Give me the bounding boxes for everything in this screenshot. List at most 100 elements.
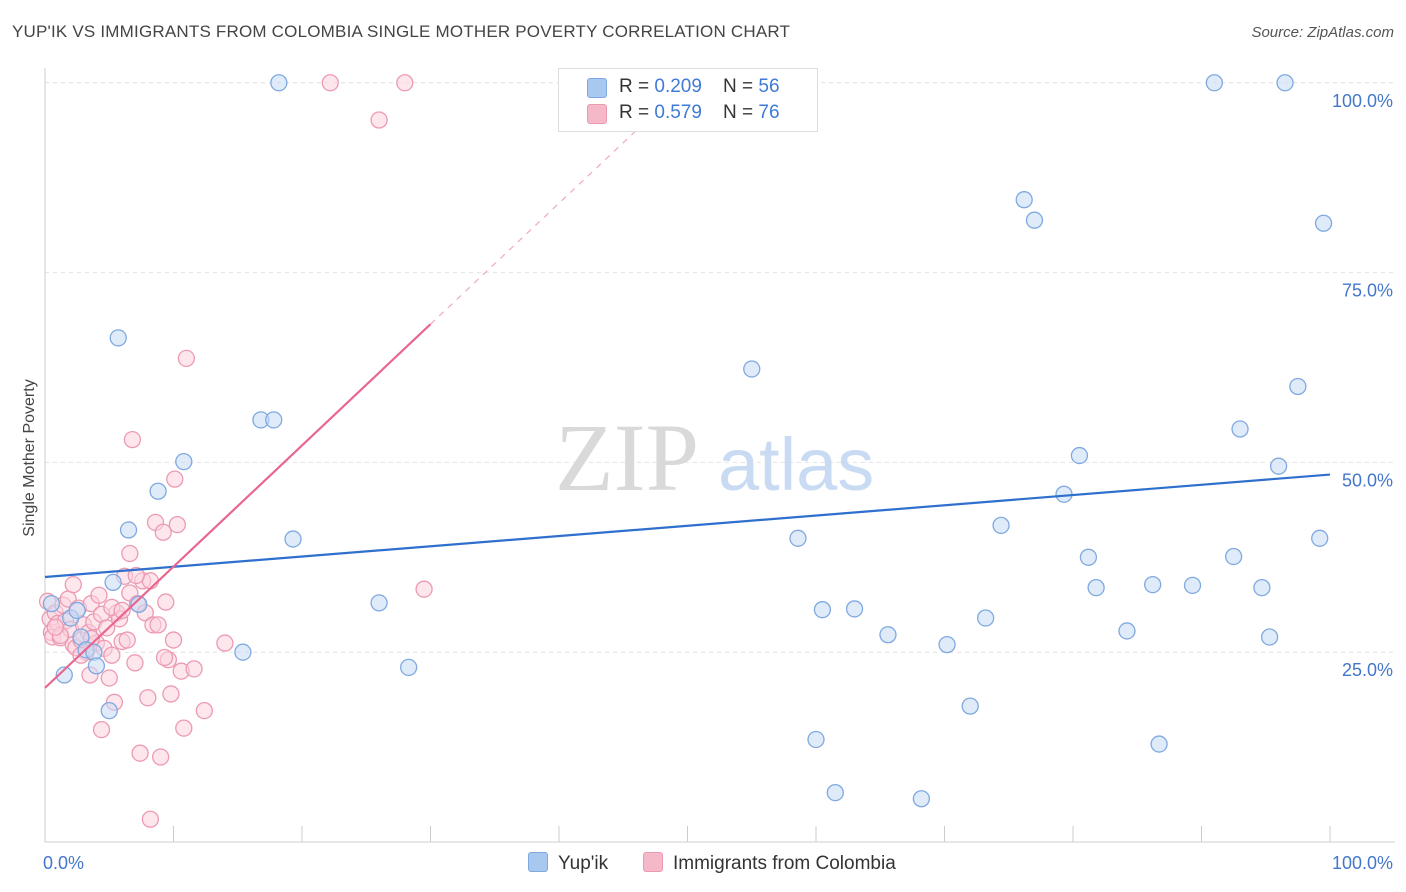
point-yupik <box>992 516 1010 535</box>
x-tick-label: 100.0% <box>1332 853 1393 873</box>
point-colombia <box>164 631 183 649</box>
legend-r-value: 0.579 <box>654 102 702 123</box>
point-colombia <box>46 618 64 636</box>
legend-n-value: 56 <box>758 76 780 97</box>
point-colombia <box>154 523 172 541</box>
point-yupik <box>1205 74 1223 92</box>
point-yupik <box>845 600 864 618</box>
point-yupik <box>109 329 127 347</box>
point-colombia <box>127 566 145 585</box>
legend-swatch-yupik <box>587 78 607 98</box>
point-yupik <box>87 657 106 675</box>
legend-swatch-colombia <box>587 104 607 124</box>
point-colombia <box>98 619 116 637</box>
point-yupik <box>1253 579 1271 597</box>
point-yupik <box>879 626 897 644</box>
point-yupik <box>370 594 388 612</box>
point-yupik <box>789 529 807 547</box>
y-tick-label: 100.0% <box>1332 91 1393 111</box>
point-yupik <box>1269 457 1288 475</box>
legend-text-colombia: R = 0.579 N = 76 <box>619 102 780 124</box>
legend-n-label: N = <box>723 102 759 123</box>
point-yupik <box>1118 622 1136 640</box>
point-yupik <box>1289 377 1307 396</box>
y-tick-label: 50.0% <box>1342 470 1393 490</box>
point-yupik <box>1070 446 1089 465</box>
point-colombia <box>141 810 160 828</box>
point-yupik <box>104 573 122 591</box>
trend-layer <box>44 130 1331 689</box>
point-yupik <box>284 530 302 548</box>
point-colombia <box>121 544 139 563</box>
point-yupik <box>976 609 995 627</box>
point-yupik <box>68 601 86 620</box>
point-yupik <box>1025 211 1044 229</box>
point-yupik <box>119 521 138 539</box>
point-colombia <box>157 593 175 611</box>
point-yupik <box>130 595 148 614</box>
point-colombia <box>168 515 187 534</box>
y-tick-label: 25.0% <box>1342 660 1393 680</box>
point-colombia <box>396 74 414 92</box>
point-colombia <box>100 669 118 687</box>
point-colombia <box>139 689 157 707</box>
y-axis-label: Single Mother Poverty <box>21 379 38 536</box>
chart-title: YUP'IK VS IMMIGRANTS FROM COLOMBIA SINGL… <box>12 22 791 41</box>
point-colombia <box>103 646 121 664</box>
point-colombia <box>370 111 388 129</box>
source-credit: Source: ZipAtlas.com <box>1251 24 1394 41</box>
points-layer <box>38 74 1333 828</box>
point-colombia <box>149 616 167 634</box>
point-yupik <box>807 730 825 749</box>
bottom-legend-colombia: Immigrants from Colombia <box>643 852 896 875</box>
point-yupik <box>42 594 61 613</box>
legend-text-yupik: R = 0.209 N = 56 <box>619 76 780 98</box>
axis-layer <box>44 68 1395 843</box>
point-yupik <box>1150 735 1168 753</box>
point-colombia <box>177 349 196 368</box>
point-yupik <box>1224 547 1243 566</box>
point-yupik <box>100 702 118 720</box>
point-colombia <box>64 575 82 594</box>
point-yupik <box>175 452 193 471</box>
bottom-legend-swatch-colombia <box>643 852 663 872</box>
point-colombia <box>321 74 339 92</box>
watermark-atlas: atlas <box>718 423 874 506</box>
point-yupik <box>826 784 844 802</box>
point-yupik <box>149 482 167 500</box>
bottom-legend-swatch-yupik <box>528 852 548 872</box>
point-yupik <box>813 601 832 619</box>
point-colombia <box>185 660 203 678</box>
point-yupik <box>400 658 418 677</box>
trendline-colombia <box>44 323 432 689</box>
point-yupik <box>1015 191 1033 209</box>
watermark-zip: ZIP <box>555 404 699 511</box>
point-yupik <box>938 635 956 654</box>
point-yupik <box>55 666 73 684</box>
point-colombia <box>118 631 136 649</box>
point-yupik <box>961 697 979 715</box>
trendline-yupik <box>44 473 1331 579</box>
point-colombia <box>166 470 184 488</box>
point-colombia <box>90 586 108 604</box>
trendline-colombia-extension <box>430 130 637 325</box>
point-yupik <box>270 74 288 92</box>
point-yupik <box>1311 529 1329 547</box>
point-yupik <box>1079 548 1098 566</box>
point-yupik <box>1087 579 1105 597</box>
correlation-legend: R = 0.209 N = 56 R = 0.579 N = 76 <box>558 68 818 132</box>
point-yupik <box>1276 74 1294 92</box>
point-yupik <box>743 360 761 378</box>
bottom-legend-label-colombia: Immigrants from Colombia <box>673 853 896 874</box>
point-yupik <box>1231 420 1249 438</box>
point-yupik <box>1183 576 1202 595</box>
tick-layer: 25.0% 50.0% 75.0% 100.0% 0.0% 100.0% <box>43 91 1393 873</box>
point-colombia <box>155 648 174 667</box>
point-colombia <box>415 580 433 598</box>
legend-r-label: R = <box>619 102 655 123</box>
legend-n-label: N = <box>723 76 759 97</box>
point-colombia <box>216 634 234 652</box>
point-colombia <box>151 748 170 766</box>
point-colombia <box>131 744 149 762</box>
